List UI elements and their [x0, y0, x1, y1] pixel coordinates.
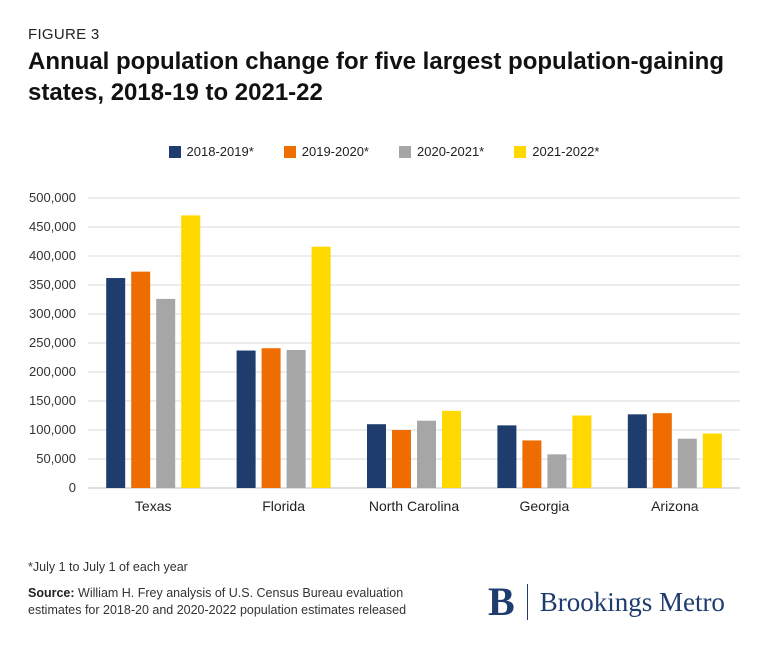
- bar-chart: 0 50,000 100,000 150,000 200,000 250,000 300,0…: [29, 190, 740, 514]
- bar-1-3: [311, 246, 331, 488]
- chart-legend: 2018-2019* 2019-2020* 2020-2021* 2021-2022*: [0, 144, 768, 159]
- bar-3-2: [547, 454, 567, 488]
- footnote: *July 1 to July 1 of each year: [28, 560, 188, 574]
- bar-1-2: [286, 349, 306, 488]
- legend-label-1: 2019-2020*: [301, 144, 369, 159]
- source-label: Source:: [28, 586, 75, 600]
- bar-1-1: [261, 348, 281, 488]
- logo-text: Brookings Metro: [539, 587, 725, 617]
- bar-2-1: [392, 430, 411, 488]
- y-tick-label-4: 200,000: [29, 364, 76, 379]
- legend-item-1: 2019-2020*: [283, 144, 369, 159]
- bar-4-1: [652, 413, 672, 488]
- bar-3-1: [522, 440, 542, 488]
- y-tick-label-9: 450,000: [29, 219, 76, 234]
- y-tick-label-2: 100,000: [29, 422, 76, 437]
- x-tick-label-1: Florida: [262, 498, 305, 514]
- bar-3-3: [572, 415, 592, 488]
- y-tick-label-6: 300,000: [29, 306, 76, 321]
- legend-label-3: 2021-2022*: [532, 144, 600, 159]
- y-tick-label-0: 0: [69, 480, 76, 495]
- bar-3-0: [497, 425, 517, 488]
- source-note: Source: William H. Frey analysis of U.S.…: [28, 585, 458, 619]
- bar-2-3: [442, 410, 461, 488]
- legend-swatch-3: [514, 145, 527, 158]
- bar-0-2: [156, 298, 176, 488]
- logo-mark: B: [488, 579, 515, 624]
- bar-4-3: [702, 433, 722, 488]
- bar-0-0: [106, 278, 126, 488]
- bar-1-0: [236, 350, 256, 488]
- legend-label-2: 2020-2021*: [417, 144, 485, 159]
- bar-4-0: [627, 414, 647, 488]
- legend-item-2: 2020-2021*: [399, 144, 484, 159]
- legend-swatch-0: [168, 145, 181, 158]
- x-tick-label-3: Georgia: [519, 498, 569, 514]
- y-tick-label-5: 250,000: [29, 335, 76, 350]
- figure-label: FIGURE 3: [28, 26, 100, 43]
- bar-2-2: [417, 420, 436, 488]
- x-tick-label-0: Texas: [135, 498, 172, 514]
- legend-swatch-1: [283, 145, 296, 158]
- y-tick-label-7: 350,000: [29, 277, 76, 292]
- x-tick-label-2: North Carolina: [369, 498, 459, 514]
- bar-2-0: [367, 424, 386, 488]
- y-tick-label-8: 400,000: [29, 248, 76, 263]
- logo-divider: [526, 584, 528, 620]
- brookings-metro-logo: B Brookings Metro: [488, 582, 725, 622]
- legend-item-0: 2018-2019*: [168, 144, 254, 159]
- y-tick-label-10: 500,000: [29, 190, 76, 205]
- chart-title: Annual population change for five larges…: [28, 48, 724, 106]
- source-text: William H. Frey analysis of U.S. Census …: [28, 586, 407, 617]
- legend-label-0: 2018-2019*: [186, 144, 254, 159]
- bar-0-1: [131, 271, 151, 488]
- bar-0-3: [181, 215, 201, 488]
- x-tick-label-4: Arizona: [651, 498, 699, 514]
- y-tick-label-3: 150,000: [29, 393, 76, 408]
- legend-swatch-2: [399, 145, 411, 158]
- legend-item-3: 2021-2022*: [514, 144, 599, 159]
- y-tick-label-1: 50,000: [36, 451, 76, 466]
- bar-4-2: [677, 438, 697, 488]
